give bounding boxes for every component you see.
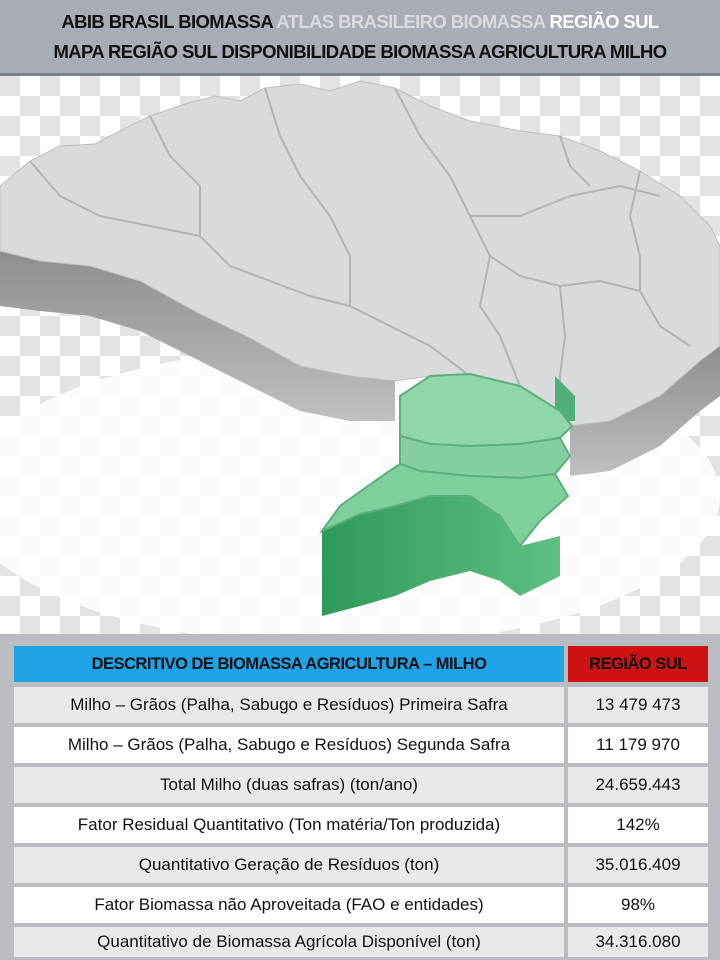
map-illustration bbox=[0, 76, 720, 634]
table-row: Fator Biomassa não Aproveitada (FAO e en… bbox=[14, 887, 708, 923]
table-row: Milho – Grãos (Palha, Sabugo e Resíduos)… bbox=[14, 727, 708, 763]
table-row: Fator Residual Quantitativo (Ton matéria… bbox=[14, 807, 708, 843]
brazil-3d-map bbox=[0, 76, 720, 634]
row-value: 98% bbox=[568, 887, 708, 923]
row-label: Fator Residual Quantitativo (Ton matéria… bbox=[14, 807, 564, 843]
rio-grande-do-sul-state bbox=[319, 462, 570, 548]
table-row: Milho – Grãos (Palha, Sabugo e Resíduos)… bbox=[14, 687, 708, 723]
header-title-line-2: MAPA REGIÃO SUL DISPONIBILIDADE BIOMASSA… bbox=[53, 41, 667, 62]
table-header-description: DESCRITIVO DE BIOMASSA AGRICULTURA – MIL… bbox=[14, 646, 564, 682]
row-label: Milho – Grãos (Palha, Sabugo e Resíduos)… bbox=[14, 687, 564, 723]
row-label: Quantitativo de Biomassa Agrícola Dispon… bbox=[14, 927, 564, 957]
table-header-region: REGIÃO SUL bbox=[568, 646, 708, 682]
row-label: Milho – Grãos (Palha, Sabugo e Resíduos)… bbox=[14, 727, 564, 763]
row-value: 24.659.443 bbox=[568, 767, 708, 803]
row-value: 13 479 473 bbox=[568, 687, 708, 723]
header-atlas-name: ATLAS BRASILEIRO BIOMASSA bbox=[276, 11, 545, 32]
table-row: Quantitativo Geração de Resíduos (ton) 3… bbox=[14, 847, 708, 883]
row-value: 11 179 970 bbox=[568, 727, 708, 763]
row-value: 142% bbox=[568, 807, 708, 843]
row-value: 34.316.080 bbox=[568, 927, 708, 957]
row-label: Fator Biomassa não Aproveitada (FAO e en… bbox=[14, 887, 564, 923]
row-label: Total Milho (duas safras) (ton/ano) bbox=[14, 767, 564, 803]
header-title-line-1: ABIB BRASIL BIOMASSA ATLAS BRASILEIRO BI… bbox=[0, 11, 720, 33]
row-label: Quantitativo Geração de Resíduos (ton) bbox=[14, 847, 564, 883]
table-header-row: DESCRITIVO DE BIOMASSA AGRICULTURA – MIL… bbox=[14, 646, 708, 682]
header-banner: ABIB BRASIL BIOMASSA ATLAS BRASILEIRO BI… bbox=[0, 0, 720, 76]
biomass-data-table: DESCRITIVO DE BIOMASSA AGRICULTURA – MIL… bbox=[0, 634, 720, 960]
table-row: Quantitativo de Biomassa Agrícola Dispon… bbox=[14, 927, 708, 957]
row-value: 35.016.409 bbox=[568, 847, 708, 883]
header-region-name: REGIÃO SUL bbox=[549, 11, 660, 32]
table-row: Total Milho (duas safras) (ton/ano) 24.6… bbox=[14, 767, 708, 803]
header-org-name: ABIB BRASIL BIOMASSA bbox=[61, 11, 273, 32]
